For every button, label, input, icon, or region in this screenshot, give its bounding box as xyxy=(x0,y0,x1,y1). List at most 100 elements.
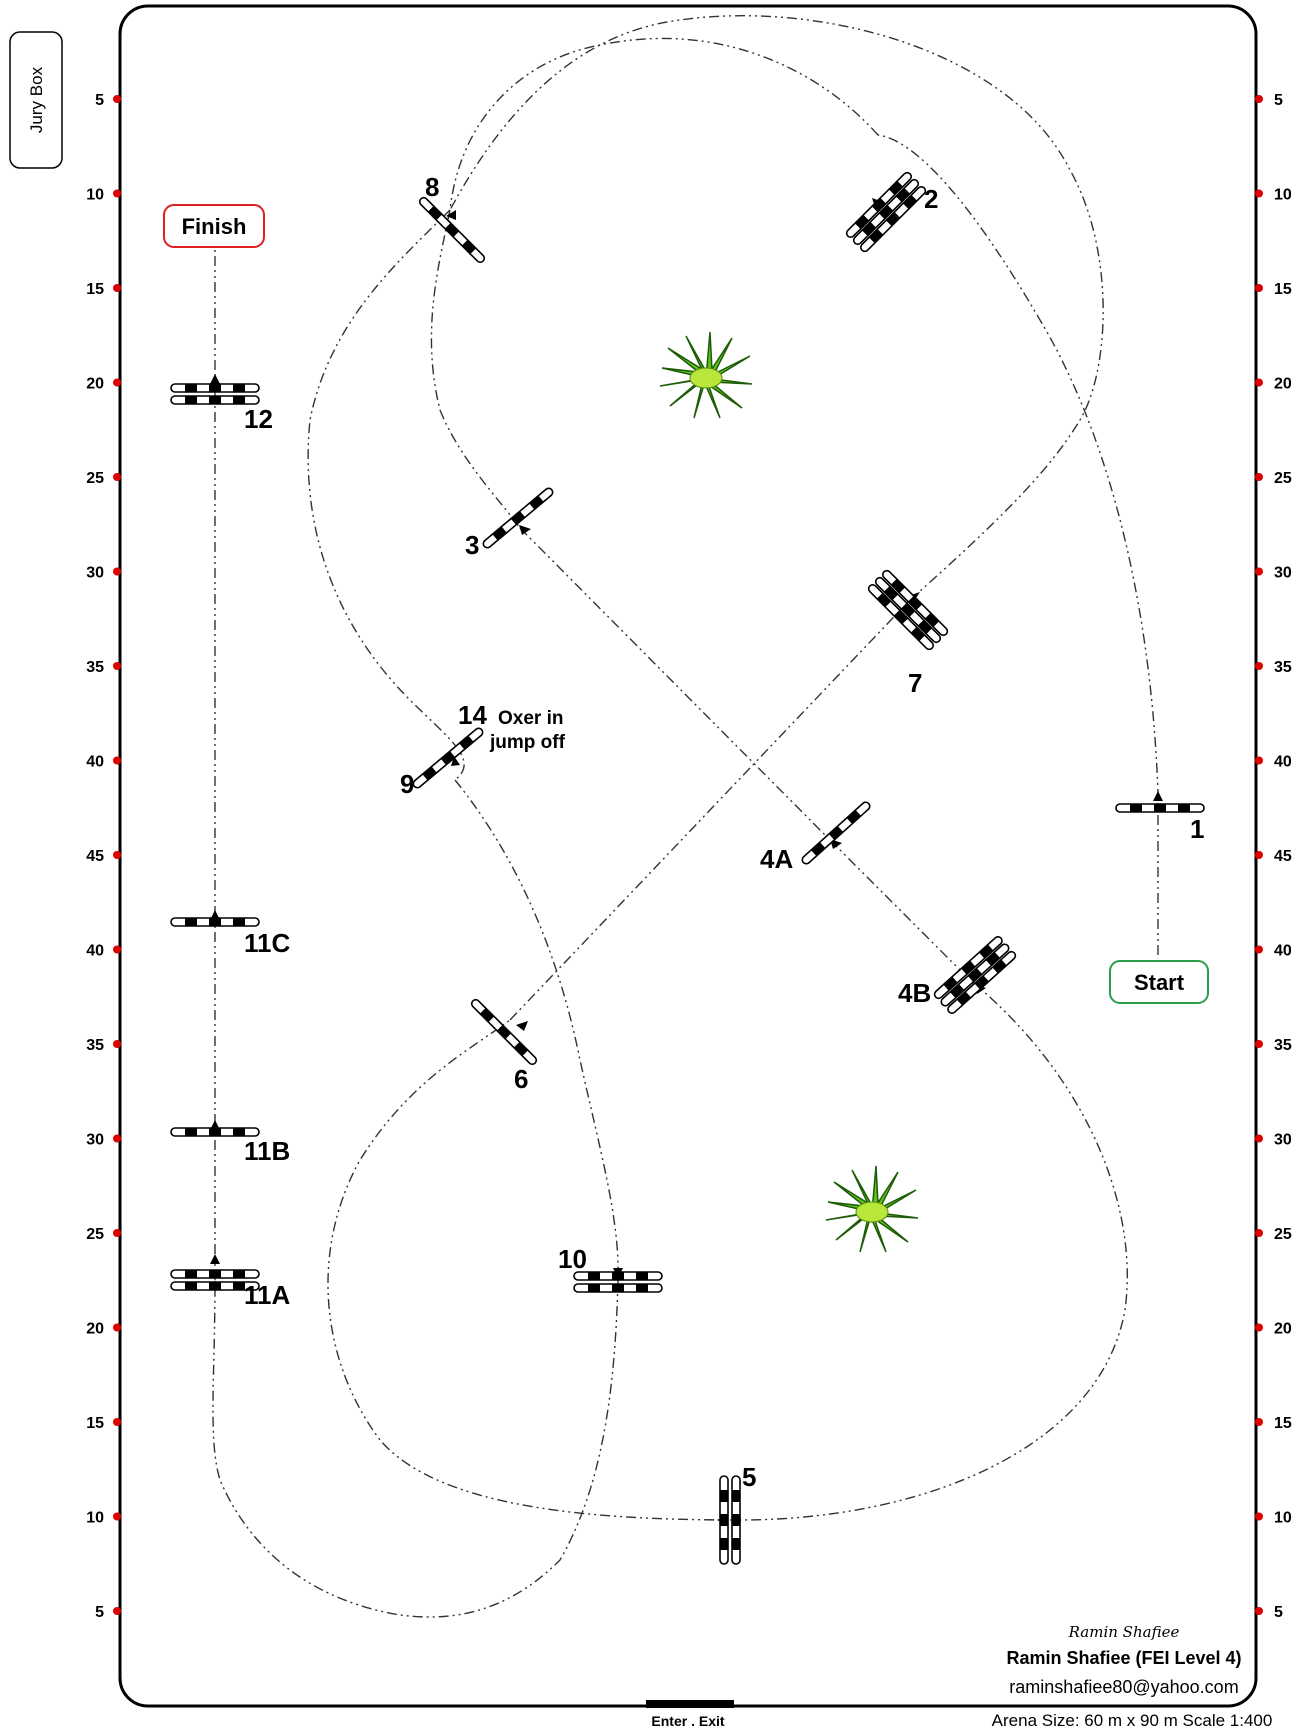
tick-label: 15 xyxy=(86,281,104,298)
jump-off-note-line1: Oxer in xyxy=(498,708,563,729)
tick-mark xyxy=(113,662,121,670)
tick-mark xyxy=(113,1323,121,1332)
label-jump-11a: 11A xyxy=(244,1280,290,1310)
tick-mark xyxy=(1255,1229,1263,1237)
label-jump-14: 14 xyxy=(458,700,487,730)
tick-label: 10 xyxy=(86,1510,104,1527)
start-box: Start xyxy=(1109,960,1209,1004)
tick-label: 25 xyxy=(1274,1226,1292,1243)
tick-label: 10 xyxy=(86,187,104,204)
tick-label: 10 xyxy=(1274,187,1292,204)
tick-label: 15 xyxy=(86,1415,104,1432)
tick-mark xyxy=(1255,1134,1263,1143)
tick-label: 30 xyxy=(1274,1132,1292,1149)
course-route xyxy=(212,15,1159,1618)
tick-mark xyxy=(1255,284,1263,292)
label-jump-3: 3 xyxy=(465,530,479,560)
tick-label: 25 xyxy=(86,1226,104,1243)
tick-label: 15 xyxy=(1274,281,1292,298)
label-jump-11c: 11C xyxy=(244,928,290,958)
obstacle-11c xyxy=(170,917,260,927)
tick-mark xyxy=(1255,756,1263,765)
tick-mark xyxy=(113,284,121,292)
tick-label: 35 xyxy=(1274,1037,1292,1054)
tick-mark xyxy=(1255,1323,1263,1332)
tick-mark xyxy=(113,378,121,387)
designer-email: raminshafiee80@yahoo.com xyxy=(1009,1677,1238,1697)
label-jump-5: 5 xyxy=(742,1462,756,1492)
obstacle-1 xyxy=(1115,803,1205,813)
tick-label: 35 xyxy=(86,659,104,676)
tick-mark xyxy=(113,756,121,765)
tick-label: 35 xyxy=(1274,659,1292,676)
tick-mark xyxy=(1255,1040,1263,1048)
tick-label: 45 xyxy=(1274,848,1292,865)
tick-label: 5 xyxy=(1274,92,1283,109)
tick-label: 30 xyxy=(1274,565,1292,582)
tick-mark xyxy=(113,1229,121,1237)
label-jump-1: 1 xyxy=(1190,814,1204,844)
tick-mark xyxy=(1255,95,1263,103)
tick-label: 40 xyxy=(86,754,104,771)
tick-mark xyxy=(113,1418,121,1426)
tick-label: 15 xyxy=(1274,1415,1292,1432)
tick-mark xyxy=(113,473,121,481)
tick-mark xyxy=(113,945,121,954)
tick-mark xyxy=(1255,567,1263,576)
ticks-right: 5 10 15 20 25 30 35 40 45 40 35 30 25 20 15 10 5 xyxy=(1255,92,1292,1621)
obstacle-11b xyxy=(170,1127,260,1137)
tick-mark xyxy=(1255,945,1263,954)
tick-mark xyxy=(1255,473,1263,481)
tick-label: 5 xyxy=(95,92,104,109)
ticks-left: 5 10 15 20 25 30 35 40 45 40 35 30 25 20 15 10 5 xyxy=(86,92,121,1621)
arena-border xyxy=(118,4,1258,1708)
enter-exit-label: Enter . Exit xyxy=(651,1713,724,1729)
tick-label: 25 xyxy=(1274,470,1292,487)
label-jump-6: 6 xyxy=(514,1064,528,1094)
label-jump-11b: 11B xyxy=(244,1136,290,1166)
tick-label: 35 xyxy=(86,1037,104,1054)
label-jump-4b: 4B xyxy=(898,978,931,1008)
designer-signature: Ramin Shafiee xyxy=(1068,1623,1180,1641)
tick-mark xyxy=(113,851,121,859)
label-jump-9: 9 xyxy=(400,769,414,799)
tick-mark xyxy=(113,1134,121,1143)
start-label: Start xyxy=(1134,970,1185,995)
tick-mark xyxy=(1255,662,1263,670)
tick-label: 25 xyxy=(86,470,104,487)
jury-box-label: Jury Box xyxy=(27,66,46,133)
tick-mark xyxy=(1255,1418,1263,1426)
tick-mark xyxy=(113,567,121,576)
tick-mark xyxy=(1255,189,1263,198)
tick-mark xyxy=(113,189,121,198)
tick-mark xyxy=(113,1040,121,1048)
jump-off-note-line2: jump off xyxy=(489,732,566,753)
tick-mark xyxy=(1255,378,1263,387)
tick-mark xyxy=(113,1607,121,1615)
tick-mark xyxy=(1255,1607,1263,1615)
finish-box: Finish xyxy=(163,204,265,248)
tick-label: 30 xyxy=(86,1132,104,1149)
designer-name: Ramin Shafiee (FEI Level 4) xyxy=(1006,1648,1241,1668)
label-jump-2: 2 xyxy=(924,184,938,214)
tick-mark xyxy=(113,95,121,103)
tick-label: 40 xyxy=(86,943,104,960)
tick-label: 10 xyxy=(1274,1510,1292,1527)
label-jump-4a: 4A xyxy=(760,844,793,874)
tick-mark xyxy=(1255,1512,1263,1521)
label-jump-7: 7 xyxy=(908,668,922,698)
finish-label: Finish xyxy=(182,214,247,239)
tick-mark xyxy=(113,1512,121,1521)
tick-label: 20 xyxy=(1274,1321,1292,1338)
tick-label: 40 xyxy=(1274,754,1292,771)
tick-label: 5 xyxy=(95,1604,104,1621)
tick-label: 30 xyxy=(86,565,104,582)
tick-label: 20 xyxy=(1274,376,1292,393)
entrance-gate xyxy=(646,1700,734,1708)
tick-label: 5 xyxy=(1274,1604,1283,1621)
tick-label: 40 xyxy=(1274,943,1292,960)
label-jump-10: 10 xyxy=(558,1244,587,1274)
tick-label: 20 xyxy=(86,1321,104,1338)
tick-mark xyxy=(1255,851,1263,859)
